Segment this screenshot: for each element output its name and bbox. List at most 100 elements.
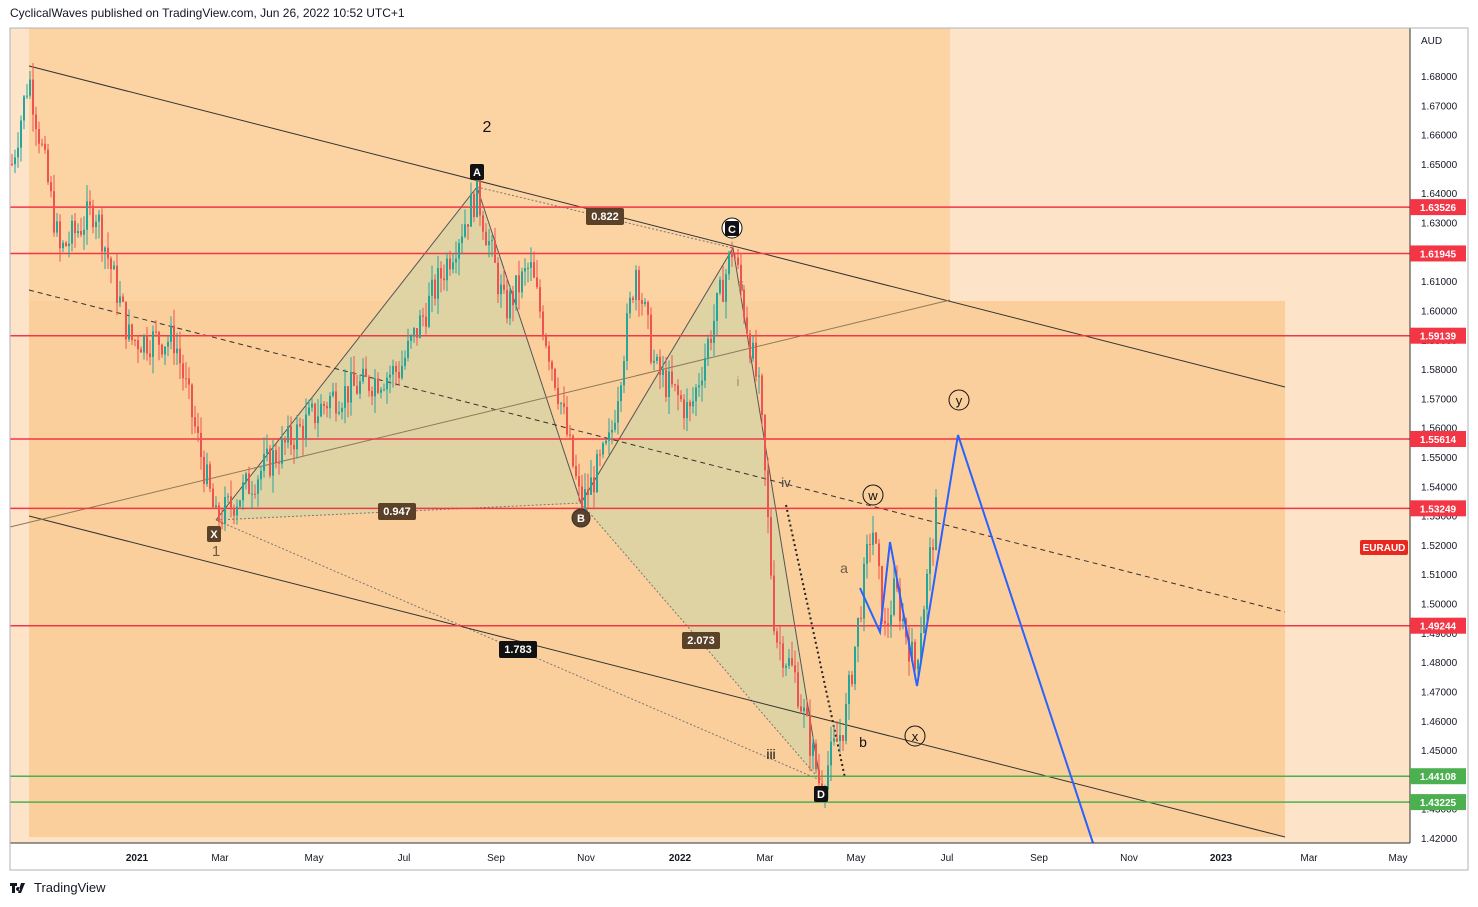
candle-body: [170, 325, 172, 342]
candle-body: [731, 252, 733, 258]
candles-series: [11, 63, 937, 808]
candle-body: [719, 279, 721, 293]
candle-body: [923, 609, 925, 634]
candle-body: [521, 271, 523, 293]
candle-body: [425, 316, 427, 327]
time-tick-label: Nov: [577, 853, 595, 864]
candle-body: [440, 268, 442, 279]
fib-ratio-box: 1.783: [499, 641, 537, 658]
candle-body: [869, 544, 871, 546]
channel-midline: [28, 289, 1286, 613]
fib-ratio-0822: 0.822: [591, 211, 619, 223]
fib-ratio-box: 0.947: [378, 503, 416, 520]
candle-body: [371, 391, 373, 397]
candle-body: [140, 349, 142, 353]
candle-body: [608, 432, 610, 441]
price-level-value: 1.55614: [1420, 435, 1457, 446]
candle-body: [653, 360, 655, 363]
candle-body: [269, 448, 271, 476]
price-tick-label: 1.45000: [1421, 746, 1458, 757]
candle-body: [734, 257, 736, 259]
candle-body: [572, 435, 574, 467]
candle-body: [236, 506, 238, 516]
candle-body: [857, 617, 859, 647]
candle-body: [422, 315, 424, 317]
candle-body: [431, 279, 433, 296]
pattern-point-label: B: [577, 513, 585, 525]
candle-body: [62, 242, 64, 249]
candle-body: [842, 735, 844, 741]
price-tick-label: 1.49000: [1421, 629, 1458, 640]
candle-body: [380, 389, 382, 393]
candle-body: [767, 470, 769, 518]
candle-body: [263, 453, 265, 471]
candle-body: [179, 348, 181, 364]
pattern-point-b: B: [571, 508, 591, 528]
price-level-tags: 1.63526 1.61945 1.59139 1.55614 1.53249 1.492…: [1410, 199, 1466, 811]
price-level-value: 1.59139: [1420, 332, 1457, 343]
candle-body: [251, 493, 253, 495]
price-level-value: 1.63526: [1420, 203, 1457, 214]
candle-body: [143, 335, 145, 353]
candle-body: [398, 371, 400, 379]
time-axis-panel[interactable]: [10, 843, 1410, 870]
candle-body: [833, 738, 835, 742]
candle-body: [182, 363, 184, 379]
candle-body: [641, 300, 643, 304]
candle-body: [197, 426, 199, 433]
candle-body: [779, 642, 781, 644]
candle-body: [20, 120, 22, 148]
candle-body: [38, 129, 40, 144]
candle-body: [917, 659, 919, 670]
candle-body: [353, 372, 355, 386]
candle-body: [356, 385, 358, 394]
candle-body: [623, 361, 625, 386]
candle-body: [122, 296, 124, 302]
time-tick-label: May: [847, 853, 866, 864]
candle-body: [194, 417, 196, 427]
candle-body: [101, 214, 103, 252]
candle-body: [668, 371, 670, 398]
candle-body: [746, 317, 748, 334]
price-tick-label: 1.50000: [1421, 600, 1458, 611]
candle-body: [479, 175, 481, 216]
pattern-point-label: C: [728, 224, 736, 236]
pattern-point-label: X: [210, 529, 218, 541]
candle-body: [617, 401, 619, 423]
price-tick-label: 1.57000: [1421, 394, 1458, 405]
price-tick-label: 1.63000: [1421, 219, 1458, 230]
candle-body: [872, 532, 874, 545]
candle-body: [749, 333, 751, 359]
fib-ratio-2073: 2.073: [687, 635, 715, 647]
price-level-value: 1.44108: [1420, 772, 1457, 783]
candle-body: [629, 297, 631, 314]
candle-body: [395, 365, 397, 372]
candle-body: [392, 365, 394, 375]
candle-body: [638, 270, 640, 301]
candle-body: [71, 220, 73, 244]
candle-body: [581, 486, 583, 510]
price-tick-label: 1.52000: [1421, 541, 1458, 552]
time-tick-label: Sep: [487, 853, 505, 864]
ratio-line-bd: [580, 502, 821, 781]
candle-body: [53, 191, 55, 233]
wave-label-iv: iv: [781, 475, 791, 490]
candle-body: [80, 230, 82, 235]
candle-body: [596, 454, 598, 493]
price-tick-label: 1.53000: [1421, 512, 1458, 523]
candle-body: [125, 301, 127, 340]
chart-frame: [9, 27, 1469, 871]
candle-body: [455, 258, 457, 263]
candle-body: [68, 243, 70, 247]
candle-body: [686, 401, 688, 419]
time-tick-label: Jul: [398, 853, 411, 864]
candle-body: [728, 252, 730, 275]
candle-body: [788, 658, 790, 666]
candle-body: [14, 157, 16, 165]
candle-body: [485, 231, 487, 246]
candle-body: [752, 342, 754, 359]
price-tick-label: 1.66000: [1421, 131, 1458, 142]
candle-body: [530, 262, 532, 268]
price-tick-label: 1.42000: [1421, 834, 1458, 845]
